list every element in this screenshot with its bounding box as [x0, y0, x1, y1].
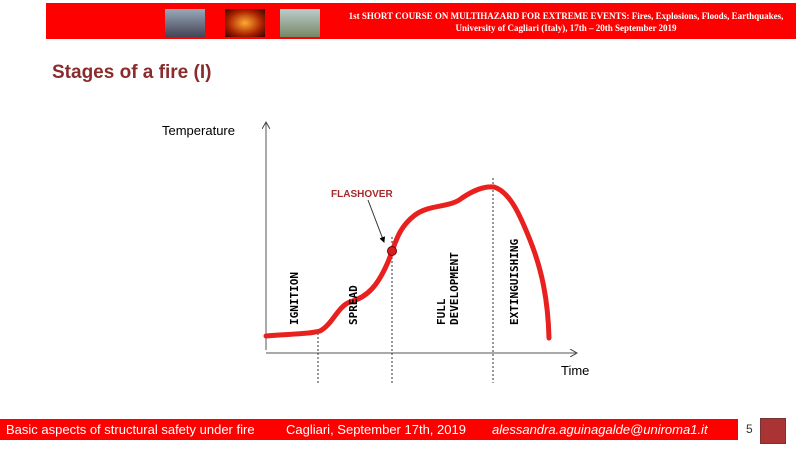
flashover-point [387, 246, 397, 256]
page-number: 5 [746, 422, 753, 436]
header-text: 1st SHORT COURSE ON MULTIHAZARD FOR EXTR… [341, 10, 791, 34]
footer-email: alessandra.aguinagalde@uniroma1.it [492, 422, 708, 437]
footer-course: Basic aspects of structural safety under… [6, 422, 255, 437]
flashover-arrow [367, 199, 386, 243]
footer-date: Cagliari, September 17th, 2019 [286, 422, 466, 437]
x-axis-label: Time [561, 363, 589, 378]
footer-bar: Basic aspects of structural safety under… [0, 419, 738, 440]
stage-full: FULL [435, 298, 448, 325]
header-line1: 1st SHORT COURSE ON MULTIHAZARD FOR EXTR… [348, 11, 784, 21]
stage-ignition: IGNITION [288, 272, 301, 325]
university-logo [760, 418, 786, 444]
flood-image [280, 9, 320, 37]
temperature-curve [263, 184, 552, 341]
y-axis-label: Temperature [162, 123, 235, 138]
slide-title: Stages of a fire (I) [52, 62, 212, 83]
header-line2: University of Cagliari (Italy), 17th – 2… [455, 23, 677, 33]
explosion-image [165, 9, 205, 37]
header-banner: 1st SHORT COURSE ON MULTIHAZARD FOR EXTR… [46, 3, 796, 39]
stage-development: DEVELOPMENT [448, 252, 461, 325]
fire-image [225, 9, 265, 37]
stage-spread: SPREAD [347, 285, 360, 325]
flashover-label: FLASHOVER [331, 189, 393, 200]
stage-extinguishing: EXTINGUISHING [508, 239, 521, 325]
